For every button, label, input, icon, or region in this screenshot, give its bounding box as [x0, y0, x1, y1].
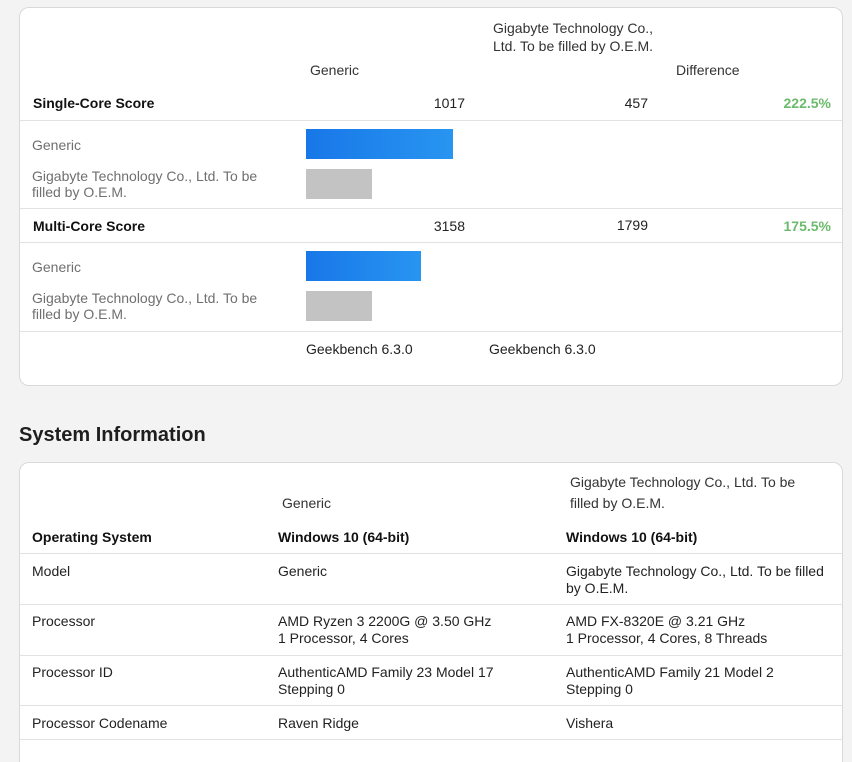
single-core-other-score: 457 [624, 95, 648, 111]
row-other-value: AMD FX-8320E @ 3.21 GHz 1 Processor, 4 C… [566, 613, 768, 646]
multi-core-other-score: 1799 [616, 217, 648, 233]
os-other: Windows 10 (64-bit) [566, 529, 698, 545]
row-other-value: AuthenticAMD Family 21 Model 2 Stepping … [566, 664, 774, 697]
row-other-value: Vishera [566, 715, 614, 731]
divider [20, 739, 842, 740]
row-generic-value: Raven Ridge [278, 715, 359, 731]
multi-core-difference: 175.5% [783, 218, 831, 234]
single-core-difference: 222.5% [783, 95, 831, 111]
single-core-bar-other [306, 169, 372, 199]
column-header-generic: Generic [282, 495, 332, 511]
row-generic-value: Generic [278, 563, 328, 579]
system-information-card: Generic Gigabyte Technology Co., Ltd. To… [19, 462, 843, 762]
multi-core-bar-generic [306, 251, 421, 281]
column-header-difference: Difference [676, 62, 740, 78]
geekbench-version-generic: Geekbench 6.3.0 [306, 341, 413, 357]
divider [20, 553, 842, 554]
bar-label-generic: Generic [32, 259, 82, 275]
os-generic: Windows 10 (64-bit) [278, 529, 410, 545]
row-label: Processor [32, 613, 96, 629]
single-core-label: Single-Core Score [33, 95, 155, 111]
benchmark-card: Generic Gigabyte Technology Co., Ltd. To… [19, 7, 843, 386]
single-core-generic-score: 1017 [433, 95, 465, 111]
column-header-generic: Generic [310, 62, 360, 78]
divider [20, 331, 842, 332]
divider [20, 604, 842, 605]
row-label: Processor Codename [32, 715, 168, 731]
divider [20, 208, 842, 209]
divider [20, 705, 842, 706]
multi-core-generic-score: 3158 [433, 218, 465, 234]
divider [20, 120, 842, 121]
column-header-other: Gigabyte Technology Co., Ltd. To be fill… [493, 20, 654, 54]
bar-label-generic: Generic [32, 137, 82, 153]
row-label: Processor ID [32, 664, 113, 680]
multi-core-bar-other [306, 291, 372, 321]
bar-label-other: Gigabyte Technology Co., Ltd. To be fill… [32, 168, 258, 200]
single-core-bar-generic [306, 129, 453, 159]
column-header-other: Gigabyte Technology Co., Ltd. To be fill… [570, 474, 796, 511]
os-label: Operating System [32, 529, 152, 545]
row-generic-value: AuthenticAMD Family 23 Model 17 Stepping… [278, 664, 494, 697]
row-generic-value: AMD Ryzen 3 2200G @ 3.50 GHz 1 Processor… [278, 613, 492, 646]
bar-label-other: Gigabyte Technology Co., Ltd. To be fill… [32, 290, 258, 322]
row-label: Model [32, 563, 71, 579]
row-other-value: Gigabyte Technology Co., Ltd. To be fill… [566, 563, 824, 596]
divider [20, 655, 842, 656]
geekbench-version-other: Geekbench 6.3.0 [489, 341, 596, 357]
divider [20, 242, 842, 243]
system-information-heading: System Information [19, 424, 206, 446]
multi-core-label: Multi-Core Score [33, 218, 146, 234]
